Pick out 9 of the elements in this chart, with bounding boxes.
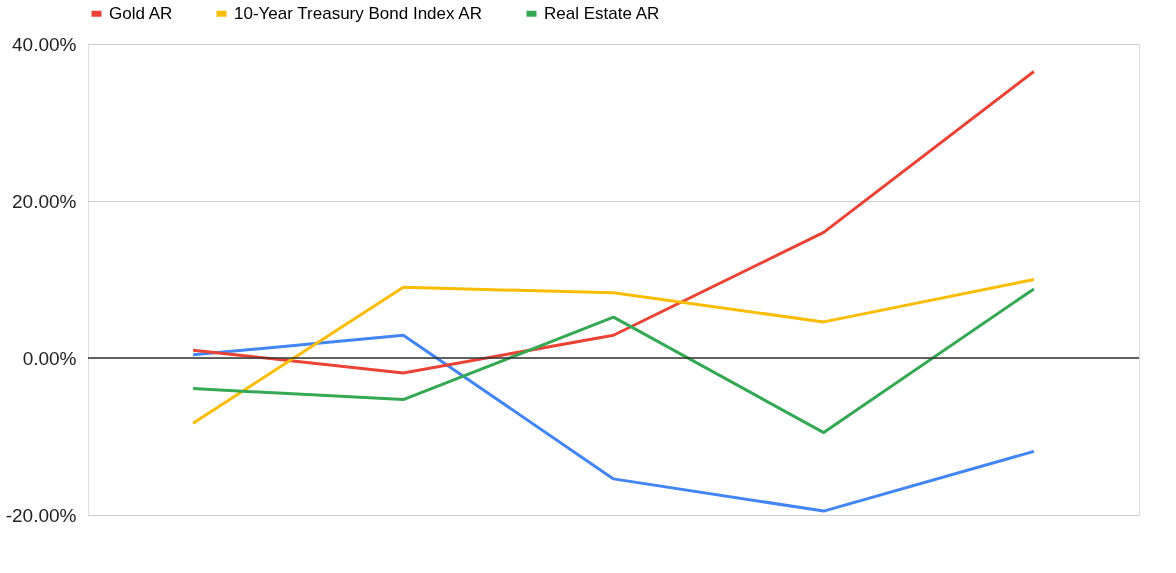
line-series	[191, 69, 1036, 375]
legend-label: 10-Year Treasury Bond Index AR	[234, 3, 482, 23]
y-tick-label: 20.00%	[12, 190, 77, 212]
line-series	[191, 333, 1036, 513]
y-tick-label: 0.00%	[22, 347, 77, 369]
legend-label: Real Estate AR	[544, 3, 660, 23]
y-tick-label: 40.00%	[12, 33, 77, 55]
legend-label: Gold AR	[109, 3, 173, 23]
y-tick-label: -20.00%	[5, 504, 77, 526]
